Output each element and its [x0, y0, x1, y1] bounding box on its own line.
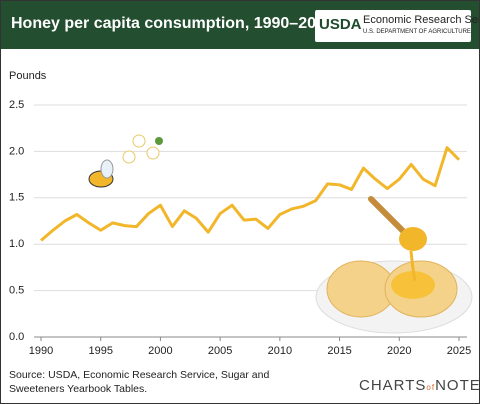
- brand-text: of: [426, 383, 436, 392]
- y-tick-label: 1.0: [9, 238, 24, 250]
- x-tick-label: 1995: [88, 345, 112, 357]
- department: U.S. DEPARTMENT OF AGRICULTURE: [363, 29, 471, 35]
- y-tick-label: 0.5: [9, 285, 24, 297]
- source: Source: USDA, Economic Research Service,…: [9, 369, 270, 395]
- brand-text: CHARTS: [359, 377, 427, 394]
- x-tick-label: 2000: [148, 345, 172, 357]
- brand: CHARTSofNOTE: [359, 377, 480, 394]
- x-tick-label: 2020: [387, 345, 411, 357]
- y-tick-label: 2.0: [9, 145, 24, 157]
- y-axis-label: Pounds: [9, 70, 47, 82]
- brand-text: NOTE: [435, 377, 480, 394]
- logo: USDA Economic Research Service U.S. DEPA…: [315, 10, 479, 42]
- header: Honey per capita consumption, 1990–2025 …: [1, 1, 479, 49]
- y-tick-label: 2.5: [9, 99, 24, 111]
- agency: USDA: [319, 16, 362, 33]
- x-tick-label: 1990: [29, 345, 53, 357]
- x-tick-label: 2015: [327, 345, 351, 357]
- y-tick-label: 0.0: [9, 331, 24, 343]
- chart-title: Honey per capita consumption, 1990–2025: [11, 15, 334, 32]
- chart: Pounds 0.0 0.5 1.0 1.5 2.0 2.5 1990 1995 2000 2005…: [9, 70, 473, 357]
- x-tick-label: 2025: [447, 345, 471, 357]
- line: [40, 146, 461, 242]
- service: Economic Research Service: [363, 14, 480, 26]
- x-tick-label: 2010: [268, 345, 292, 357]
- decoration: [88, 134, 473, 334]
- y-tick-label: 1.5: [9, 192, 24, 204]
- x-tick-label: 2005: [208, 345, 232, 357]
